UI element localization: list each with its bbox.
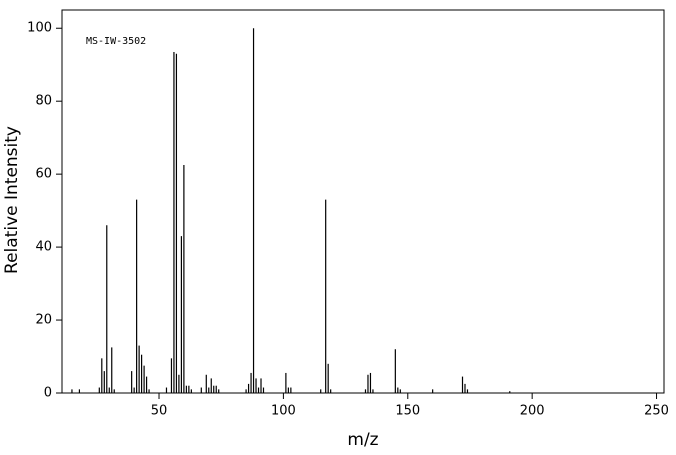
x-tick-label: 150	[395, 404, 420, 419]
y-tick-label: 20	[35, 313, 52, 328]
y-tick-label: 0	[44, 386, 52, 401]
x-tick-label: 200	[520, 404, 545, 419]
x-axis-label: m/z	[347, 430, 378, 450]
y-tick-label: 80	[35, 94, 52, 109]
y-axis-label: Relative Intensity	[2, 126, 22, 274]
x-tick-label: 100	[271, 404, 296, 419]
y-tick-label: 60	[35, 167, 52, 182]
annotation: MS-IW-3502	[86, 36, 146, 47]
x-tick-label: 50	[151, 404, 168, 419]
y-tick-label: 40	[35, 240, 52, 255]
y-tick-label: 100	[27, 21, 52, 36]
x-tick-label: 250	[644, 404, 669, 419]
plot-frame	[61, 9, 665, 394]
